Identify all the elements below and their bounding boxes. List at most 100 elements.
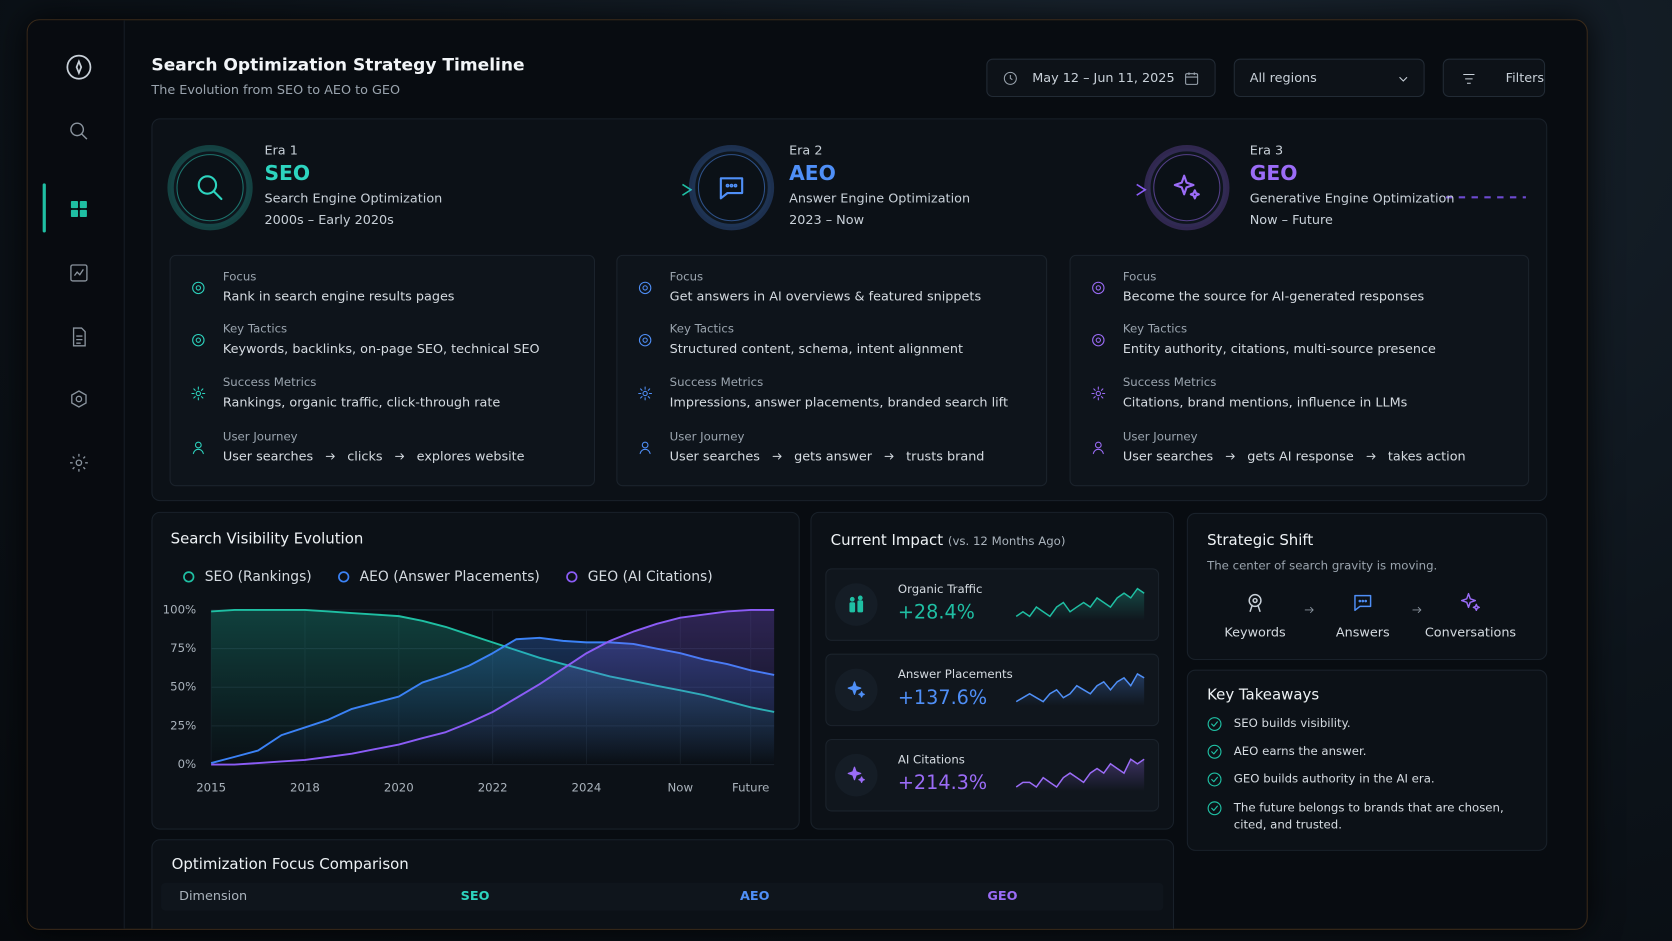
nav-search[interactable] — [68, 120, 89, 141]
icon-part — [1207, 744, 1222, 759]
icon-part — [1248, 593, 1262, 608]
page-title: Search Optimization Strategy Timeline — [151, 54, 525, 75]
era-name: SEO — [264, 162, 311, 186]
sparkline — [1015, 587, 1145, 621]
page-subtitle: The Evolution from SEO to AEO to GEO — [151, 82, 401, 98]
detail-icon — [1091, 386, 1106, 401]
screen: Search Optimization Strategy Timeline Th… — [26, 19, 1588, 930]
detail-text: Entity authority, citations, multi-sourc… — [1122, 341, 1436, 357]
icon-part — [394, 453, 404, 460]
detail-icon — [192, 333, 205, 347]
era-card: Focus Rank in search engine results pages… — [169, 254, 596, 487]
icon-part — [1095, 337, 1101, 343]
legend-label: AEO (Answer Placements) — [360, 569, 540, 585]
strategic-panel: Strategic Shift The center of search gra… — [1186, 512, 1548, 661]
detail-text: Rankings, organic traffic, click-through… — [222, 394, 501, 410]
comparison-header-row — [161, 882, 1164, 911]
icon-part — [1463, 74, 1475, 84]
detail-icon — [191, 386, 206, 401]
impact-label: Organic Traffic — [897, 582, 983, 597]
icon-part — [1173, 174, 1195, 196]
icon-part — [1211, 805, 1218, 811]
icon-part — [1252, 597, 1258, 604]
icon-part — [772, 453, 782, 460]
region-select[interactable]: All regions — [1233, 58, 1425, 98]
nav-active-bar — [42, 183, 46, 233]
icon-part — [642, 390, 648, 397]
logo[interactable] — [65, 53, 93, 81]
icon-part — [1361, 599, 1365, 603]
detail-label: Success Metrics — [669, 375, 764, 390]
strategic-title: Strategic Shift — [1207, 532, 1314, 550]
era-name: AEO — [789, 162, 836, 186]
icon-part — [719, 177, 744, 200]
icon-part — [72, 327, 86, 347]
x-tick-label: Future — [732, 781, 769, 795]
nav-integrations[interactable] — [68, 389, 89, 410]
icon-part — [1189, 189, 1200, 200]
nav-settings[interactable] — [68, 452, 89, 473]
icon-part — [79, 201, 87, 209]
icon-part — [73, 269, 84, 277]
detail-text: Structured content, schema, intent align… — [669, 341, 964, 357]
takeaway: AEO earns the answer. — [1233, 744, 1367, 759]
shift-icon — [1248, 593, 1262, 613]
x-tick-label: 2015 — [196, 781, 226, 795]
y-tick-label: 25% — [170, 718, 196, 732]
detail-text: Get answers in AI overviews & featured s… — [669, 288, 982, 304]
y-tick-label: 100% — [163, 602, 197, 616]
calendar-icon — [1185, 72, 1199, 85]
comparison-column: GEO — [987, 888, 1018, 904]
legend-marker — [183, 571, 195, 583]
sparkline — [1015, 758, 1145, 792]
icon-part — [1354, 594, 1372, 612]
journey-arrow — [325, 453, 335, 460]
detail-icon — [192, 281, 205, 295]
detail-label: Focus — [222, 269, 257, 284]
detail-label: Success Metrics — [222, 375, 317, 390]
icon-part — [71, 390, 87, 408]
filters-button[interactable]: Filters — [1442, 58, 1546, 98]
series-area — [211, 609, 775, 765]
date-picker[interactable]: May 12 – Jun 11, 2025 — [986, 58, 1216, 98]
icon-part — [1094, 441, 1102, 449]
detail-icon — [1092, 281, 1105, 295]
impact-value: +214.3% — [897, 772, 988, 795]
icon-part — [857, 600, 864, 613]
nav-dashboard[interactable] — [68, 198, 89, 219]
icon-part — [79, 209, 87, 217]
detail-text: User searches gets AI response takes actio… — [1123, 449, 1466, 464]
icon-part — [729, 183, 734, 188]
icon-part — [1211, 749, 1218, 755]
comparison-title: Optimization Focus Comparison — [171, 856, 409, 874]
nav-analytics[interactable] — [68, 262, 89, 283]
icon-part — [847, 766, 862, 781]
icon-part — [1460, 592, 1477, 609]
sparkline-area — [1016, 759, 1145, 792]
icon-part — [325, 453, 335, 460]
nav-reports[interactable] — [68, 326, 89, 347]
sidebar — [27, 20, 125, 929]
icon-part — [192, 448, 204, 455]
comparison-column: AEO — [740, 888, 770, 904]
chart-title: Search Visibility Evolution — [171, 530, 364, 548]
connector-arrow — [1136, 183, 1147, 196]
icon-part — [642, 337, 648, 343]
icon-part — [1003, 71, 1017, 85]
icon-part — [1399, 76, 1408, 82]
journey-arrow — [1366, 453, 1375, 460]
region: All regions — [1249, 70, 1317, 86]
y-tick-label: 50% — [170, 680, 196, 694]
icon-part — [1009, 75, 1013, 81]
impact-title: Current Impact — [830, 532, 944, 550]
takeaway: The future belongs to brands that are ch… — [1233, 800, 1504, 832]
detail-text: Rank in search engine results pages — [222, 288, 455, 304]
check-icon — [1207, 744, 1222, 759]
impact-label: AI Citations — [897, 752, 965, 767]
icon-part — [70, 209, 79, 217]
shift-step: Keywords — [1224, 624, 1286, 640]
icon-part — [858, 776, 865, 783]
icon-part — [1364, 599, 1368, 603]
sparkline — [1015, 672, 1145, 706]
